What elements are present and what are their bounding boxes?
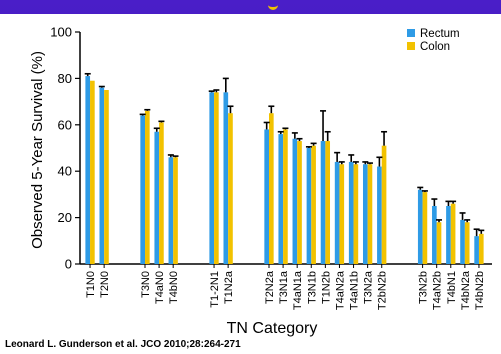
bar-colon-T3N2a — [367, 164, 373, 264]
bar-colon-T4bN2b — [478, 233, 484, 264]
y-tick-label-20: 20 — [58, 210, 72, 225]
bar-colon-T4bN1 — [450, 203, 456, 264]
x-tick-label-T4aN1b: T4aN1b — [349, 271, 361, 310]
y-tick-label-0: 0 — [65, 257, 72, 272]
bar-colon-T1N0 — [90, 80, 95, 264]
legend-swatch-rectum — [407, 29, 415, 37]
x-tick-label-T1-2N1: T1-2N1 — [209, 271, 221, 308]
bar-colon-T3N0 — [145, 110, 150, 264]
x-tick-label-T3N1b: T3N1b — [306, 271, 318, 304]
bar-rectum-T4bN1 — [446, 206, 451, 264]
bar-rectum-T1N2a — [223, 92, 229, 264]
bars-layer — [84, 72, 485, 265]
title-fragment-decoration — [268, 0, 278, 10]
bar-colon-T4aN1b — [353, 164, 359, 264]
bar-rectum-T4bN2b — [474, 236, 479, 264]
bar-rectum-T1N2b — [320, 141, 326, 264]
bar-rectum-T3N1b — [306, 148, 312, 264]
bar-rectum-T4aN1b — [348, 161, 354, 264]
bar-colon-T4aN0 — [159, 122, 164, 264]
legend-label-rectum: Rectum — [420, 28, 460, 40]
legend-swatch-colon — [407, 42, 415, 50]
bar-rectum-T3N1a — [278, 134, 284, 264]
x-tick-label-T1N2b: T1N2b — [320, 271, 332, 304]
x-tick-label-T3N2b: T3N2b — [418, 271, 430, 304]
bar-colon-T4aN2b — [436, 222, 442, 264]
bar-rectum-T3N2a — [362, 164, 368, 264]
legend-label-colon: Colon — [420, 41, 450, 53]
bar-colon-T4aN1a — [297, 141, 302, 264]
bar-colon-T3N1b — [311, 145, 316, 264]
bar-rectum-T1N0 — [85, 76, 91, 264]
bar-rectum-T2bN2b — [377, 166, 382, 264]
bar-colon-T4bN2a — [464, 222, 470, 264]
x-tick-label-T1N0: T1N0 — [85, 271, 97, 298]
bar-colon-T1N2b — [325, 141, 331, 264]
bar-rectum-T4aN0 — [154, 131, 160, 264]
bar-colon-T2N2a — [269, 113, 274, 264]
bar-rectum-T4aN1a — [292, 138, 298, 264]
citation-text: Leonard L. Gunderson et al. JCO 2010;28:… — [5, 339, 241, 350]
bar-rectum-T4bN2a — [460, 219, 465, 264]
survival-bar-chart: 0 20 40 60 80 100 T1N0 T2N0 T3N0 T4aN0 T4bN0 T1-2N1… — [29, 25, 492, 337]
x-tick-label-T2N0: T2N0 — [99, 271, 111, 298]
bar-colon-T4aN2a — [339, 164, 345, 264]
y-axis-label: Observed 5-Year Survival (%) — [29, 51, 46, 249]
x-tick-label-T2bN2b: T2bN2b — [377, 271, 389, 310]
bar-rectum-T3N0 — [140, 115, 145, 265]
x-tick-label-T4aN1a: T4aN1a — [292, 270, 304, 310]
y-tick-label-100: 100 — [50, 25, 72, 40]
bar-rectum-T1-2N1 — [209, 92, 215, 264]
y-tick-label-80: 80 — [58, 71, 72, 86]
bar-colon-T3N1a — [283, 129, 288, 264]
x-tick-label-T1N2a: T1N2a — [223, 270, 235, 304]
x-axis-label: TN Category — [227, 320, 318, 337]
x-tick-label-T3N0: T3N0 — [140, 271, 152, 298]
y-tick-label-60: 60 — [58, 117, 72, 132]
x-tick-label-T4bN2b: T4bN2b — [474, 271, 486, 310]
x-tick-label-T4bN2a: T4bN2a — [460, 270, 472, 310]
x-tick-label-T4aN2b: T4aN2b — [432, 271, 444, 310]
x-tick-label-T3N1a: T3N1a — [278, 270, 290, 304]
y-tick-label-40: 40 — [58, 164, 72, 179]
bar-rectum-T3N2b — [417, 189, 423, 264]
bar-rectum-T2N2a — [264, 129, 269, 264]
title-strip — [0, 0, 501, 14]
x-tick-label-T4bN0: T4bN0 — [168, 271, 180, 304]
x-tick-label-T4aN2a: T4aN2a — [334, 270, 346, 310]
chart-panel — [0, 14, 501, 354]
bar-colon-T2N0 — [104, 90, 109, 264]
bar-colon-T1-2N1 — [214, 92, 219, 264]
bar-colon-T1N2a — [228, 113, 233, 264]
bar-colon-T4bN0 — [173, 157, 178, 264]
bar-rectum-T4aN2a — [334, 161, 340, 264]
bar-colon-T2bN2b — [381, 145, 387, 264]
bar-rectum-T2N0 — [99, 87, 105, 265]
labels-layer: 0 20 40 60 80 100 T1N0 T2N0 T3N0 T4aN0 T4bN0 T1-2N1… — [50, 25, 486, 311]
x-tick-label-T2N2a: T2N2a — [264, 270, 276, 304]
x-tick-label-T4aN0: T4aN0 — [154, 271, 166, 304]
x-tick-label-T3N2a: T3N2a — [363, 270, 375, 304]
bar-rectum-T4bN0 — [168, 157, 174, 264]
x-tick-label-T4bN1: T4bN1 — [446, 271, 458, 304]
bar-rectum-T4aN2b — [432, 206, 437, 264]
bar-colon-T3N2b — [422, 192, 428, 264]
